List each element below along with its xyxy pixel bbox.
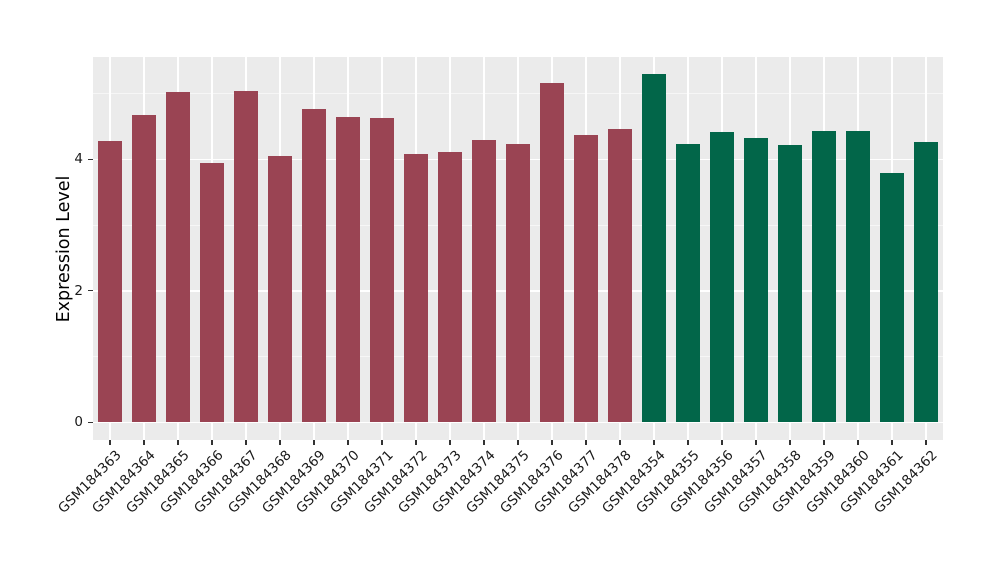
bar: [811, 130, 837, 423]
y-tick-label: 0: [74, 414, 83, 431]
bar: [573, 135, 599, 423]
x-tick: [891, 440, 893, 445]
y-tick: [88, 290, 93, 292]
bar: [539, 82, 565, 423]
bar: [641, 74, 667, 423]
bar: [607, 128, 633, 423]
bar: [777, 145, 803, 423]
bar: [131, 115, 157, 423]
x-tick: [347, 440, 349, 445]
y-tick-label: 2: [74, 282, 83, 299]
y-tick: [88, 421, 93, 423]
bar: [199, 163, 225, 423]
bar: [879, 173, 905, 423]
x-tick: [313, 440, 315, 445]
bar: [471, 140, 497, 423]
x-tick: [279, 440, 281, 445]
x-tick: [585, 440, 587, 445]
bar: [301, 108, 327, 423]
bar: [505, 143, 531, 423]
x-tick: [415, 440, 417, 445]
bar: [267, 156, 293, 423]
bar: [369, 118, 395, 423]
x-tick: [483, 440, 485, 445]
x-tick: [687, 440, 689, 445]
bar: [233, 91, 259, 423]
x-tick: [449, 440, 451, 445]
x-tick: [551, 440, 553, 445]
x-tick: [109, 440, 111, 445]
bar: [845, 131, 871, 423]
x-tick: [211, 440, 213, 445]
bar: [709, 131, 735, 423]
bar: [675, 143, 701, 423]
x-tick: [925, 440, 927, 445]
grid-major-h: [93, 421, 943, 423]
x-tick: [789, 440, 791, 445]
y-tick-label: 4: [74, 151, 83, 168]
x-tick: [823, 440, 825, 445]
bar: [743, 137, 769, 423]
bar: [403, 153, 429, 423]
bar: [335, 116, 361, 423]
x-tick: [245, 440, 247, 445]
x-tick: [857, 440, 859, 445]
x-tick: [381, 440, 383, 445]
x-tick: [653, 440, 655, 445]
x-tick: [755, 440, 757, 445]
x-tick: [517, 440, 519, 445]
y-tick: [88, 158, 93, 161]
bar: [437, 151, 463, 423]
x-tick: [721, 440, 723, 445]
bar: [165, 92, 191, 423]
bar: [913, 142, 939, 423]
x-tick: [143, 440, 145, 445]
x-tick: [177, 440, 179, 445]
x-tick: [619, 440, 621, 445]
y-axis-title: Expression Level: [54, 175, 74, 322]
bar: [97, 141, 123, 423]
